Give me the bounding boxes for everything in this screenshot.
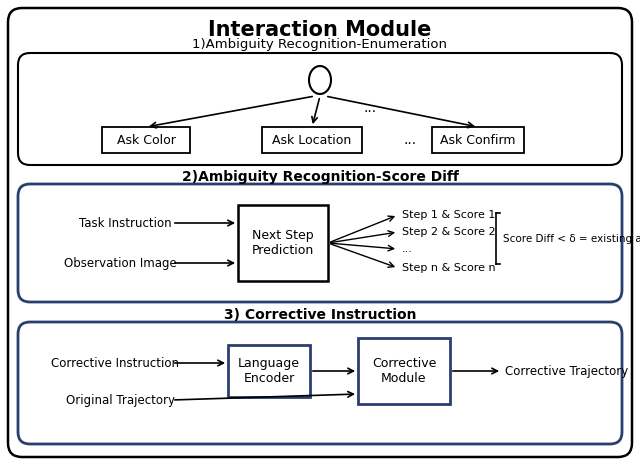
Bar bbox=[432, 127, 524, 153]
Text: Observation Image: Observation Image bbox=[63, 257, 177, 270]
Text: Ask Color: Ask Color bbox=[116, 133, 175, 146]
Bar bbox=[262, 127, 362, 153]
Text: Task Instruction: Task Instruction bbox=[79, 217, 172, 230]
Bar bbox=[102, 127, 190, 153]
Bar bbox=[228, 345, 310, 397]
Text: Ask Confirm: Ask Confirm bbox=[440, 133, 516, 146]
FancyBboxPatch shape bbox=[18, 322, 622, 444]
Text: 3) Corrective Instruction: 3) Corrective Instruction bbox=[224, 308, 416, 322]
Text: Original Trajectory: Original Trajectory bbox=[65, 393, 175, 406]
Text: Corrective Instruction: Corrective Instruction bbox=[51, 357, 179, 370]
Text: Ask Location: Ask Location bbox=[273, 133, 351, 146]
Text: Score Diff < δ = existing ambiguity: Score Diff < δ = existing ambiguity bbox=[503, 233, 640, 244]
Bar bbox=[238, 205, 328, 281]
Ellipse shape bbox=[309, 66, 331, 94]
Text: Step 2 & Score 2: Step 2 & Score 2 bbox=[402, 227, 495, 237]
Text: ...: ... bbox=[364, 101, 376, 115]
FancyBboxPatch shape bbox=[18, 184, 622, 302]
Text: 1)Ambiguity Recognition-Enumeration: 1)Ambiguity Recognition-Enumeration bbox=[193, 38, 447, 51]
Text: Step 1 & Score 1: Step 1 & Score 1 bbox=[402, 210, 495, 220]
Text: Corrective Trajectory: Corrective Trajectory bbox=[505, 365, 628, 378]
Text: ...: ... bbox=[403, 133, 417, 147]
Text: Next Step
Prediction: Next Step Prediction bbox=[252, 229, 314, 257]
Text: Corrective
Module: Corrective Module bbox=[372, 357, 436, 385]
Text: ...: ... bbox=[402, 244, 413, 254]
FancyBboxPatch shape bbox=[18, 53, 622, 165]
Text: Step n & Score n: Step n & Score n bbox=[402, 263, 495, 273]
Text: Language
Encoder: Language Encoder bbox=[238, 357, 300, 385]
Text: Interaction Module: Interaction Module bbox=[208, 20, 432, 40]
Text: 2)Ambiguity Recognition-Score Diff: 2)Ambiguity Recognition-Score Diff bbox=[182, 170, 458, 184]
FancyBboxPatch shape bbox=[8, 8, 632, 457]
Bar bbox=[358, 338, 450, 404]
